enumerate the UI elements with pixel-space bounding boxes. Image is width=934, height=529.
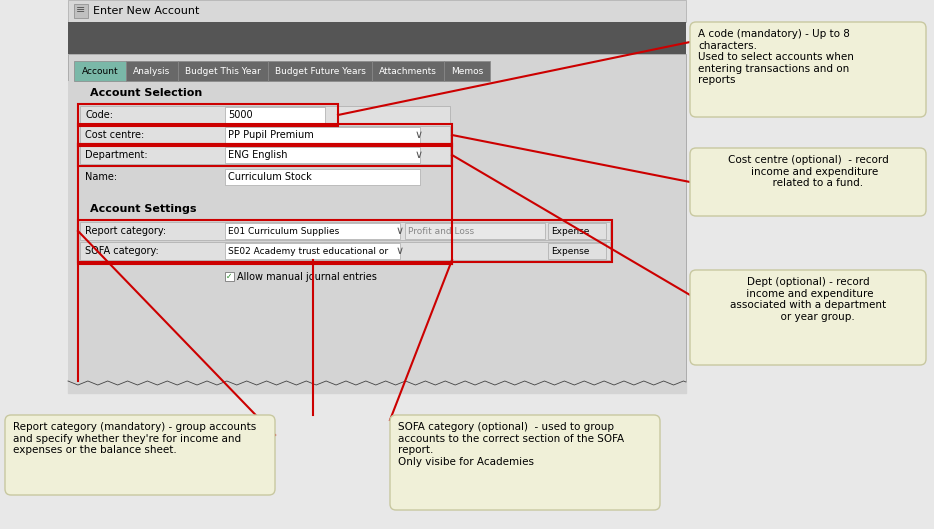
Bar (225, 127, 420, 143)
Bar (68, 22, 686, 54)
Text: ≡: ≡ (76, 5, 85, 15)
Bar (80, 126, 450, 144)
Text: Report category:: Report category: (85, 226, 166, 236)
Text: Name:: Name: (85, 172, 117, 182)
Text: Allow manual journal entries: Allow manual journal entries (237, 272, 377, 282)
Bar (126, 61, 178, 81)
Bar (225, 147, 420, 163)
Text: SOFA category (optional)  - used to group
accounts to the correct section of the: SOFA category (optional) - used to group… (398, 422, 624, 467)
Text: Account Selection: Account Selection (90, 88, 203, 98)
Text: ENG English: ENG English (228, 150, 288, 160)
Bar (80, 222, 610, 240)
Bar (372, 61, 444, 81)
Text: Curriculum Stock: Curriculum Stock (228, 172, 312, 182)
Bar (78, 220, 612, 262)
Bar (268, 61, 372, 81)
Bar (78, 144, 452, 264)
Text: Budget This Year: Budget This Year (185, 67, 261, 76)
Text: ∨: ∨ (415, 130, 423, 140)
Text: ✓: ✓ (226, 272, 233, 281)
Bar (74, 4, 88, 18)
Text: A code (mandatory) - Up to 8
characters.
Used to select accounts when
entering t: A code (mandatory) - Up to 8 characters.… (698, 29, 854, 85)
Bar (225, 107, 325, 123)
Text: 5000: 5000 (228, 110, 252, 120)
Text: Account: Account (81, 67, 119, 76)
Bar (78, 104, 338, 126)
Bar (225, 243, 400, 259)
Text: ∨: ∨ (415, 150, 423, 160)
FancyBboxPatch shape (390, 415, 660, 510)
Bar (178, 61, 268, 81)
Text: ∨: ∨ (396, 246, 404, 256)
Text: ∨: ∨ (396, 226, 404, 236)
Text: Report category (mandatory) - group accounts
and specify whether they're for inc: Report category (mandatory) - group acco… (13, 422, 256, 455)
Text: Account Settings: Account Settings (90, 204, 196, 214)
Bar (80, 242, 610, 260)
Bar (405, 223, 545, 239)
FancyBboxPatch shape (690, 22, 926, 117)
Text: Attachments: Attachments (379, 67, 437, 76)
Text: Dept (optional) - record
 income and expenditure
associated with a department
  : Dept (optional) - record income and expe… (730, 277, 886, 322)
Text: Expense: Expense (551, 247, 589, 256)
Bar (548, 223, 606, 239)
Bar (68, 378, 686, 386)
Bar (68, 0, 686, 22)
FancyBboxPatch shape (690, 148, 926, 216)
Bar (225, 223, 400, 239)
Text: Enter New Account: Enter New Account (93, 6, 199, 16)
Bar (444, 61, 490, 81)
Text: SE02 Academy trust educational or: SE02 Academy trust educational or (228, 247, 389, 256)
Text: Analysis: Analysis (134, 67, 171, 76)
Text: Profit and Loss: Profit and Loss (408, 226, 474, 235)
Bar (225, 169, 420, 185)
Text: Code:: Code: (85, 110, 113, 120)
Bar (68, 81, 686, 381)
FancyBboxPatch shape (690, 270, 926, 365)
Text: Cost centre (optional)  - record
    income and expenditure
      related to a f: Cost centre (optional) - record income a… (728, 155, 888, 188)
Bar (548, 243, 606, 259)
Text: E01 Curriculum Supplies: E01 Curriculum Supplies (228, 226, 339, 235)
Text: Expense: Expense (551, 226, 589, 235)
Text: SOFA category:: SOFA category: (85, 246, 159, 256)
Bar (225, 272, 234, 281)
Bar (78, 144, 452, 166)
Bar (68, 54, 686, 384)
Text: Budget Future Years: Budget Future Years (275, 67, 365, 76)
Bar (80, 106, 450, 124)
Bar (80, 146, 450, 164)
Bar (74, 61, 126, 81)
Bar (78, 124, 452, 146)
Text: Department:: Department: (85, 150, 148, 160)
FancyBboxPatch shape (5, 415, 275, 495)
Text: PP Pupil Premium: PP Pupil Premium (228, 130, 314, 140)
Text: Cost centre:: Cost centre: (85, 130, 144, 140)
Text: Memos: Memos (451, 67, 483, 76)
